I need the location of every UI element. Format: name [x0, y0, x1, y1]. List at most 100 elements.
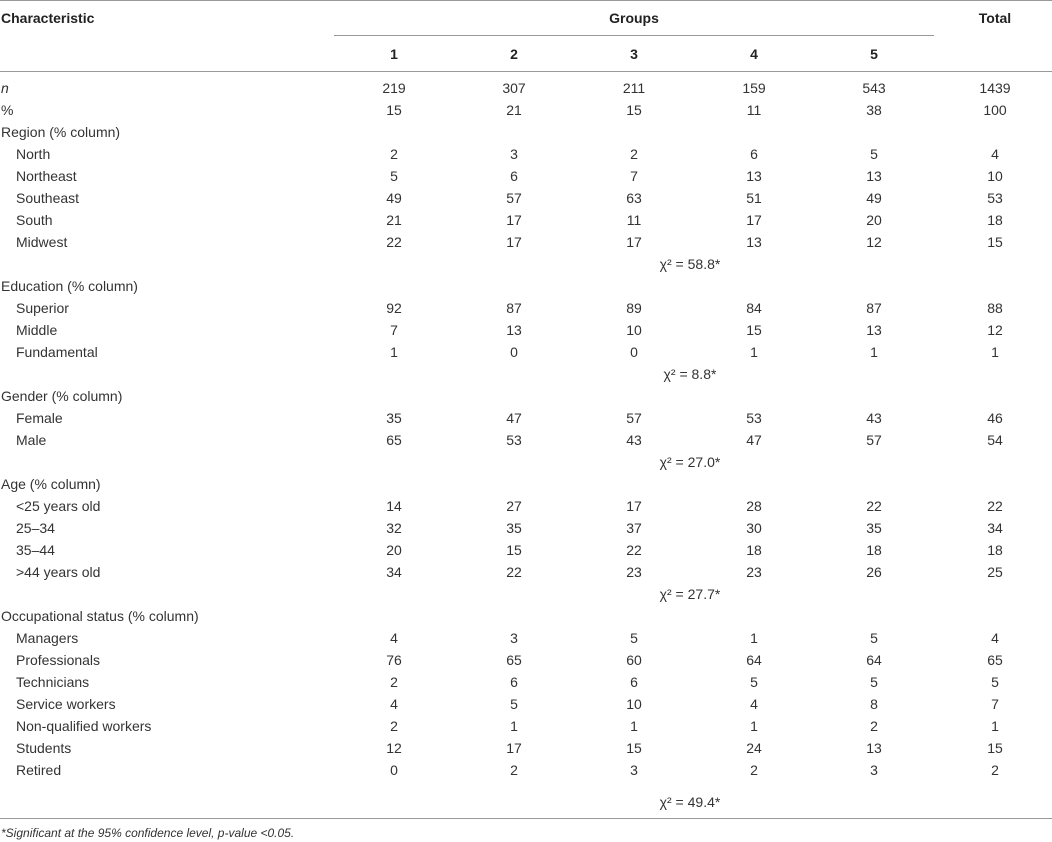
group-4-cell: 30 [746, 520, 762, 536]
group-4-cell: 2 [750, 762, 758, 778]
group-2-cell: 53 [506, 432, 522, 448]
row-label: Southeast [16, 190, 80, 206]
group-1-cell: 2 [390, 718, 398, 734]
group-4-cell: 5 [750, 674, 758, 690]
group-4-cell: 13 [746, 168, 762, 184]
total-cell: 10 [987, 168, 1003, 184]
group-3-cell: 10 [626, 322, 642, 338]
section-heading: Occupational status (% column) [1, 608, 199, 624]
group-5-cell: 35 [866, 520, 882, 536]
group-1-cell: 34 [386, 564, 402, 580]
group-2-cell: 17 [506, 234, 522, 250]
chi-square-statistic: χ² = 8.8* [663, 366, 717, 382]
group-5-cell: 26 [866, 564, 882, 580]
row-label: <25 years old [16, 498, 101, 514]
group-4-cell: 53 [746, 410, 762, 426]
row-label: Retired [16, 762, 62, 778]
group-1-cell: 35 [386, 410, 402, 426]
group-5-cell: 57 [866, 432, 882, 448]
header-bottom-rule [0, 71, 1052, 72]
row-label: South [16, 212, 53, 228]
total-cell: 65 [987, 652, 1003, 668]
row-label: Managers [16, 630, 79, 646]
group-5-cell: 18 [866, 542, 882, 558]
group-2-cell: 5 [510, 696, 518, 712]
group-5-cell: 49 [866, 190, 882, 206]
row-label: Professionals [16, 652, 101, 668]
group-1-cell: 2 [390, 146, 398, 162]
row-label: >44 years old [16, 564, 101, 580]
group-2-cell: 13 [506, 322, 522, 338]
group-2-cell: 1 [510, 718, 518, 734]
group-1-cell: 21 [386, 212, 402, 228]
group-3-cell: 0 [630, 344, 638, 360]
total-cell: 88 [987, 300, 1003, 316]
group-4-cell: 15 [746, 322, 762, 338]
total-cell: 100 [983, 102, 1007, 118]
table-top-rule [0, 0, 1052, 1]
total-cell: 25 [987, 564, 1003, 580]
row-label: % [1, 102, 14, 118]
group-1-cell: 76 [386, 652, 402, 668]
group-3-cell: 23 [626, 564, 642, 580]
header-total: Total [978, 10, 1012, 26]
group-3-cell: 43 [626, 432, 642, 448]
group-1-cell: 22 [386, 234, 402, 250]
row-label: Northeast [16, 168, 77, 184]
group-4-cell: 17 [746, 212, 762, 228]
group-1-cell: 32 [386, 520, 402, 536]
group-3-cell: 5 [630, 630, 638, 646]
group-5-cell: 13 [866, 322, 882, 338]
group-3-cell: 37 [626, 520, 642, 536]
group-4-cell: 64 [746, 652, 762, 668]
group-1-cell: 4 [390, 696, 398, 712]
group-2-cell: 17 [506, 740, 522, 756]
row-label: 25–34 [16, 520, 55, 536]
row-label: Female [16, 410, 63, 426]
group-1-cell: 5 [390, 168, 398, 184]
group-2-cell: 3 [510, 146, 518, 162]
row-label: Fundamental [16, 344, 98, 360]
section-heading: Education (% column) [1, 278, 138, 294]
group-2-cell: 22 [506, 564, 522, 580]
group-5-cell: 5 [870, 630, 878, 646]
group-5-cell: 3 [870, 762, 878, 778]
group-5-cell: 2 [870, 718, 878, 734]
chi-square-statistic: χ² = 27.0* [659, 454, 721, 470]
group-5-cell: 5 [870, 146, 878, 162]
group-2-cell: 15 [506, 542, 522, 558]
row-label: Middle [16, 322, 58, 338]
total-cell: 1 [991, 718, 999, 734]
group-4-cell: 23 [746, 564, 762, 580]
row-label: Midwest [16, 234, 68, 250]
total-cell: 1439 [979, 80, 1011, 96]
total-cell: 22 [987, 498, 1003, 514]
group-3-cell: 6 [630, 674, 638, 690]
group-1-cell: 15 [386, 102, 402, 118]
total-cell: 7 [991, 696, 999, 712]
group-3-cell: 3 [630, 762, 638, 778]
group-5-cell: 5 [870, 674, 878, 690]
group-4-cell: 47 [746, 432, 762, 448]
group-5-cell: 13 [866, 168, 882, 184]
group-5-cell: 38 [866, 102, 882, 118]
row-label: Male [16, 432, 47, 448]
group-3-cell: 2 [630, 146, 638, 162]
group-1-cell: 7 [390, 322, 398, 338]
group-4-cell: 1 [750, 344, 758, 360]
total-cell: 18 [987, 212, 1003, 228]
group-1-cell: 20 [386, 542, 402, 558]
groups-subrule [334, 35, 934, 36]
row-label: Superior [16, 300, 69, 316]
group-2-cell: 27 [506, 498, 522, 514]
group-3-cell: 10 [626, 696, 642, 712]
group-header-5: 5 [870, 46, 878, 62]
group-1-cell: 12 [386, 740, 402, 756]
group-4-cell: 159 [742, 80, 766, 96]
section-heading: Age (% column) [1, 476, 101, 492]
chi-square-statistic: χ² = 27.7* [659, 586, 721, 602]
group-3-cell: 22 [626, 542, 642, 558]
total-cell: 15 [987, 234, 1003, 250]
group-2-cell: 57 [506, 190, 522, 206]
table-footnote: *Significant at the 95% confidence level… [1, 826, 295, 840]
